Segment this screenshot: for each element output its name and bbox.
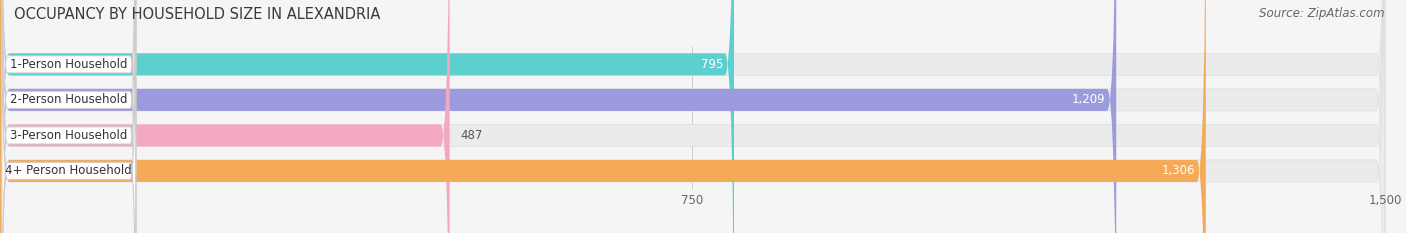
Text: 795: 795: [700, 58, 723, 71]
Text: Source: ZipAtlas.com: Source: ZipAtlas.com: [1260, 7, 1385, 20]
Text: OCCUPANCY BY HOUSEHOLD SIZE IN ALEXANDRIA: OCCUPANCY BY HOUSEHOLD SIZE IN ALEXANDRI…: [14, 7, 381, 22]
Text: 2-Person Household: 2-Person Household: [10, 93, 128, 106]
FancyBboxPatch shape: [0, 0, 450, 233]
FancyBboxPatch shape: [1, 0, 136, 233]
Text: 487: 487: [461, 129, 484, 142]
FancyBboxPatch shape: [1, 0, 136, 233]
FancyBboxPatch shape: [0, 0, 734, 233]
Text: 1-Person Household: 1-Person Household: [10, 58, 128, 71]
Text: 1,306: 1,306: [1161, 164, 1195, 178]
Text: 1,209: 1,209: [1071, 93, 1105, 106]
FancyBboxPatch shape: [0, 0, 1206, 233]
Text: 3-Person Household: 3-Person Household: [10, 129, 128, 142]
FancyBboxPatch shape: [1, 0, 136, 233]
FancyBboxPatch shape: [1, 0, 136, 233]
Text: 4+ Person Household: 4+ Person Household: [6, 164, 132, 178]
FancyBboxPatch shape: [0, 0, 1116, 233]
